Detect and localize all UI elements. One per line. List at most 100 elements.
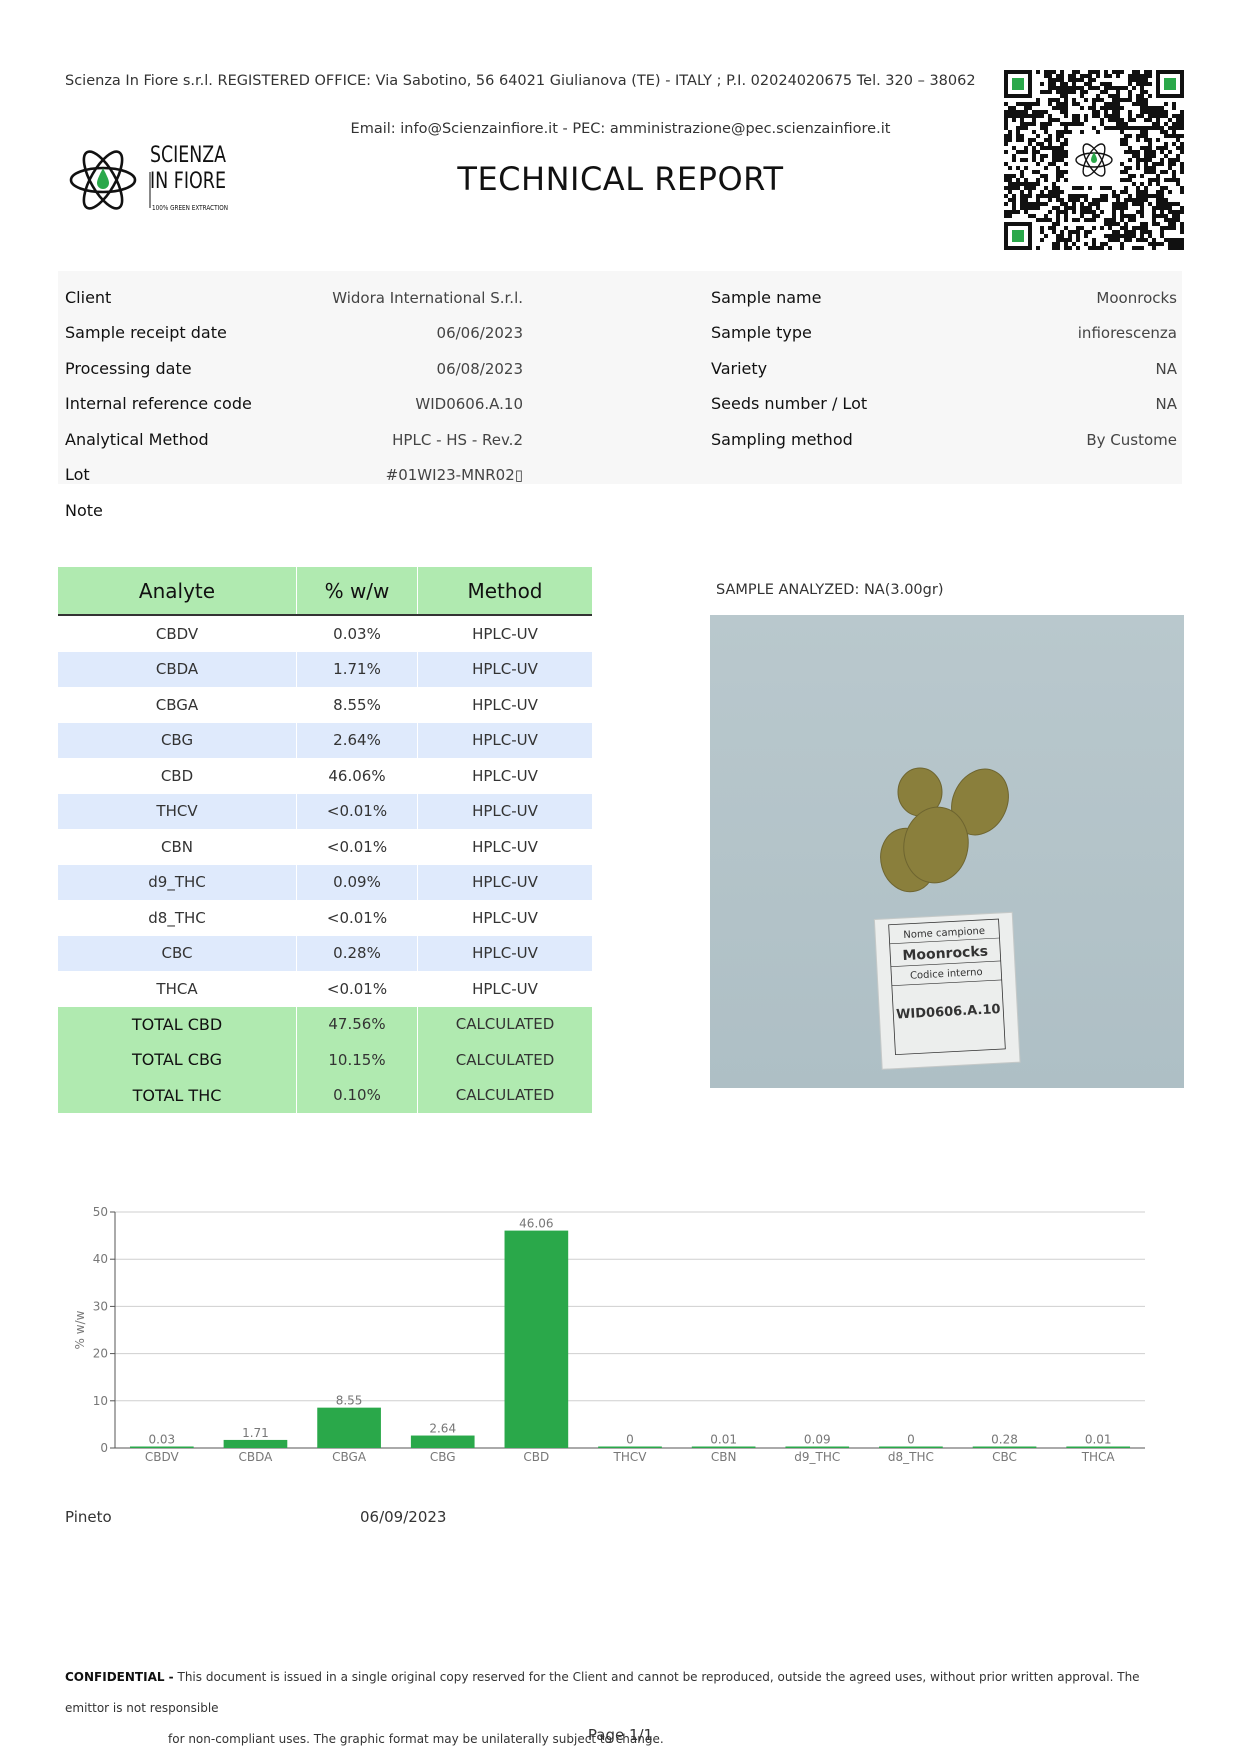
x-tick-label: CBGA — [332, 1450, 367, 1464]
cell-analyte: THCA — [156, 979, 198, 998]
note-label: Note — [65, 501, 103, 520]
cell-value: <0.01% — [296, 971, 418, 1007]
registered-office: Scienza In Fiore s.r.l. REGISTERED OFFIC… — [65, 73, 976, 89]
table-row: THCV <0.01% HPLC-UV — [58, 793, 592, 829]
cell-value: 0.03% — [296, 615, 418, 652]
cell-analyte: CBDV — [155, 624, 199, 643]
report-title: TECHNICAL REPORT — [457, 160, 784, 198]
cell-method: HPLC-UV — [417, 758, 592, 794]
x-tick-label: CBG — [430, 1450, 456, 1464]
data-label: 8.55 — [336, 1394, 363, 1408]
cell-method: HPLC-UV — [417, 687, 592, 723]
table-row: CBD 46.06% HPLC-UV — [58, 758, 592, 794]
cell-method: HPLC-UV — [417, 971, 592, 1007]
cell-analyte: THCV — [58, 793, 297, 829]
x-tick-label: d8_THC — [888, 1450, 934, 1464]
sample-info-panel: Client Widora International S.r.l. Sample … — [58, 271, 1182, 484]
info-label: Analytical Method — [65, 429, 209, 449]
atom-logo-icon: SCIENZA IN FIORE 100% GREEN EXTRACTION — [69, 143, 228, 212]
place: Pineto — [65, 1508, 112, 1526]
x-tick-label: THCV — [613, 1450, 648, 1464]
cell-value: 8.55% — [296, 687, 418, 723]
x-tick-label: CBN — [711, 1450, 737, 1464]
data-label: 1.71 — [242, 1426, 269, 1440]
cell-value: 46.06% — [296, 758, 418, 794]
info-value: NA — [1155, 359, 1177, 378]
cell-value: 0.09% — [296, 864, 418, 900]
info-value: HPLC - HS - Rev.2 — [392, 430, 523, 449]
table-row: CBC 0.28% HPLC-UV — [58, 935, 592, 971]
total-cell-analyte: TOTAL THC — [58, 1077, 297, 1113]
bar-CBGA — [317, 1407, 381, 1448]
cell-method: HPLC-UV — [417, 829, 592, 865]
svg-text:WID0606.A.10: WID0606.A.10 — [896, 1002, 1001, 1022]
table-row: CBN <0.01% HPLC-UV — [58, 829, 592, 865]
total-cell-method: CALCULATED — [417, 1006, 592, 1042]
page-number: Page 1/1 — [587, 1726, 654, 1744]
y-tick-label: 30 — [93, 1299, 108, 1313]
x-tick-label: d9_THC — [794, 1450, 840, 1464]
sample-photo: Nome campione Moonrocks Codice interno W… — [710, 615, 1184, 1088]
total-cell-value: 0.10% — [296, 1077, 418, 1113]
confidential-notice: CONFIDENTIAL - This document is issued i… — [65, 1662, 1185, 1755]
qr-code — [1004, 70, 1184, 250]
confidential-line-2: for non-compliant uses. The graphic form… — [168, 1732, 664, 1746]
col-header-method: Method — [417, 567, 592, 616]
moonrock-buds — [880, 767, 1009, 893]
svg-text:100% GREEN EXTRACTION: 100% GREEN EXTRACTION — [152, 204, 228, 212]
info-value: By Custome — [1086, 430, 1177, 449]
bar-CBD — [504, 1230, 569, 1448]
info-label: Variety — [711, 358, 768, 378]
y-tick-label: 40 — [93, 1252, 108, 1266]
info-value: 06/08/2023 — [436, 359, 523, 378]
info-value: Moonrocks — [1096, 289, 1177, 307]
info-value: #01WI23-MNR02▯ — [385, 466, 523, 484]
cell-analyte: d8_THC — [148, 908, 206, 927]
info-label: Sample receipt date — [65, 323, 227, 343]
cell-value: <0.01% — [296, 829, 418, 865]
svg-text:Codice interno: Codice interno — [910, 967, 983, 982]
info-label: Lot — [65, 465, 90, 484]
cell-value: <0.01% — [296, 900, 418, 936]
table-row: d8_THC <0.01% HPLC-UV — [58, 900, 592, 936]
info-label: Processing date — [65, 358, 192, 378]
info-label: Sample name — [711, 288, 822, 307]
info-value: NA — [1155, 395, 1177, 414]
y-tick-label: 50 — [93, 1205, 108, 1219]
cell-value: <0.01% — [296, 793, 418, 829]
email-line: Email: info@Scienzainfiore.it - PEC: amm… — [350, 121, 891, 137]
cell-method: HPLC-UV — [417, 793, 592, 829]
data-label: 0.01 — [1085, 1433, 1112, 1447]
bar-THCA — [1066, 1446, 1131, 1448]
data-label: 46.06 — [519, 1217, 553, 1231]
sample-caption: SAMPLE ANALYZED: NA(3.00gr) — [716, 582, 944, 598]
info-value: WID0606.A.10 — [415, 395, 523, 414]
col-header-percent: % w/w — [296, 567, 418, 616]
total-row: TOTAL CBD 47.56% CALCULATED — [58, 1006, 592, 1042]
info-label: Sampling method — [711, 429, 853, 449]
table-row: CBDA 1.71% HPLC-UV — [58, 651, 592, 687]
bar-CBDA — [223, 1439, 288, 1448]
data-label: 0.28 — [991, 1433, 1018, 1447]
cell-method: HPLC-UV — [417, 615, 592, 652]
svg-text:Moonrocks: Moonrocks — [902, 944, 988, 964]
info-label: Seeds number / Lot — [711, 394, 868, 414]
x-tick-label: CBDV — [145, 1450, 180, 1464]
data-label: 2.64 — [429, 1422, 456, 1436]
bar-CBG — [410, 1435, 475, 1448]
svg-text:Nome campione: Nome campione — [903, 926, 985, 941]
cell-method: HPLC-UV — [417, 864, 592, 900]
cell-analyte: CBD — [160, 766, 194, 785]
info-label: Sample type — [711, 323, 812, 343]
info-value: infiorescenza — [1077, 324, 1177, 343]
x-tick-label: THCA — [1081, 1450, 1116, 1464]
y-tick-label: 10 — [93, 1394, 108, 1408]
y-axis-label: % w/w — [73, 1310, 87, 1349]
data-label: 0 — [907, 1433, 915, 1447]
cell-analyte: CBG — [58, 722, 297, 758]
x-tick-label: CBDA — [239, 1450, 274, 1464]
cell-method: HPLC-UV — [417, 935, 592, 971]
cannabinoid-bar-chart: 0 10 20 30 40 50 % w/w 0.03 CBDV 1.71 CBDA 8.55 CBGA… — [70, 1200, 1160, 1480]
confidential-label: CONFIDENTIAL - — [65, 1670, 174, 1684]
total-cell-value: 10.15% — [296, 1042, 418, 1078]
